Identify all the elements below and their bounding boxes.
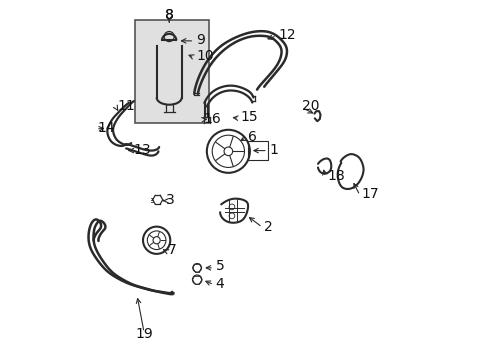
Text: 18: 18 [326,170,344,183]
Text: 13: 13 [133,143,151,157]
Text: 11: 11 [117,99,135,113]
Text: 15: 15 [241,110,258,124]
Text: 17: 17 [360,187,378,201]
Text: 12: 12 [278,28,296,42]
Text: 20: 20 [301,99,319,113]
Text: 2: 2 [264,220,272,234]
Bar [247,140,267,160]
Text: 8: 8 [164,8,173,22]
Text: 6: 6 [247,130,256,144]
Bar [135,21,208,123]
Text: 7: 7 [167,243,176,257]
Text: 1: 1 [269,143,278,157]
Text: 14: 14 [97,121,115,135]
Text: 5: 5 [215,259,224,273]
Text: 3: 3 [165,193,174,207]
Text: 8: 8 [164,8,173,22]
Text: 9: 9 [196,33,204,47]
Text: 19: 19 [135,327,153,341]
Text: 16: 16 [203,112,221,126]
Text: 4: 4 [215,277,224,291]
Text: 10: 10 [196,49,213,63]
